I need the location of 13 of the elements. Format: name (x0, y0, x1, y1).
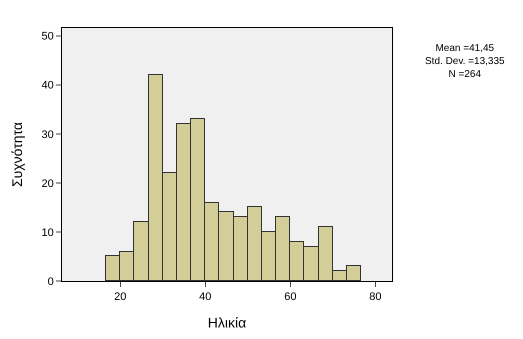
y-tick-label: 20 (42, 178, 54, 190)
x-axis-title: Ηλικία (208, 314, 246, 330)
y-tick-label: 10 (42, 226, 54, 239)
text: Mean =41,45 Std. Dev. =13,335 N =264 (425, 43, 506, 80)
y-tick-label: 0 (48, 276, 54, 288)
x-tick-label: 20 (114, 291, 126, 304)
x-tick-label: 40 (199, 291, 212, 304)
y-axis-title: Συχνότητα (9, 122, 26, 187)
x-tick-label: 80 (369, 291, 382, 304)
y-tick-label: 30 (42, 128, 54, 141)
y-tick-label: 40 (42, 80, 54, 92)
x-tick-label: 60 (284, 291, 296, 304)
y-tick-label: 50 (42, 30, 54, 43)
